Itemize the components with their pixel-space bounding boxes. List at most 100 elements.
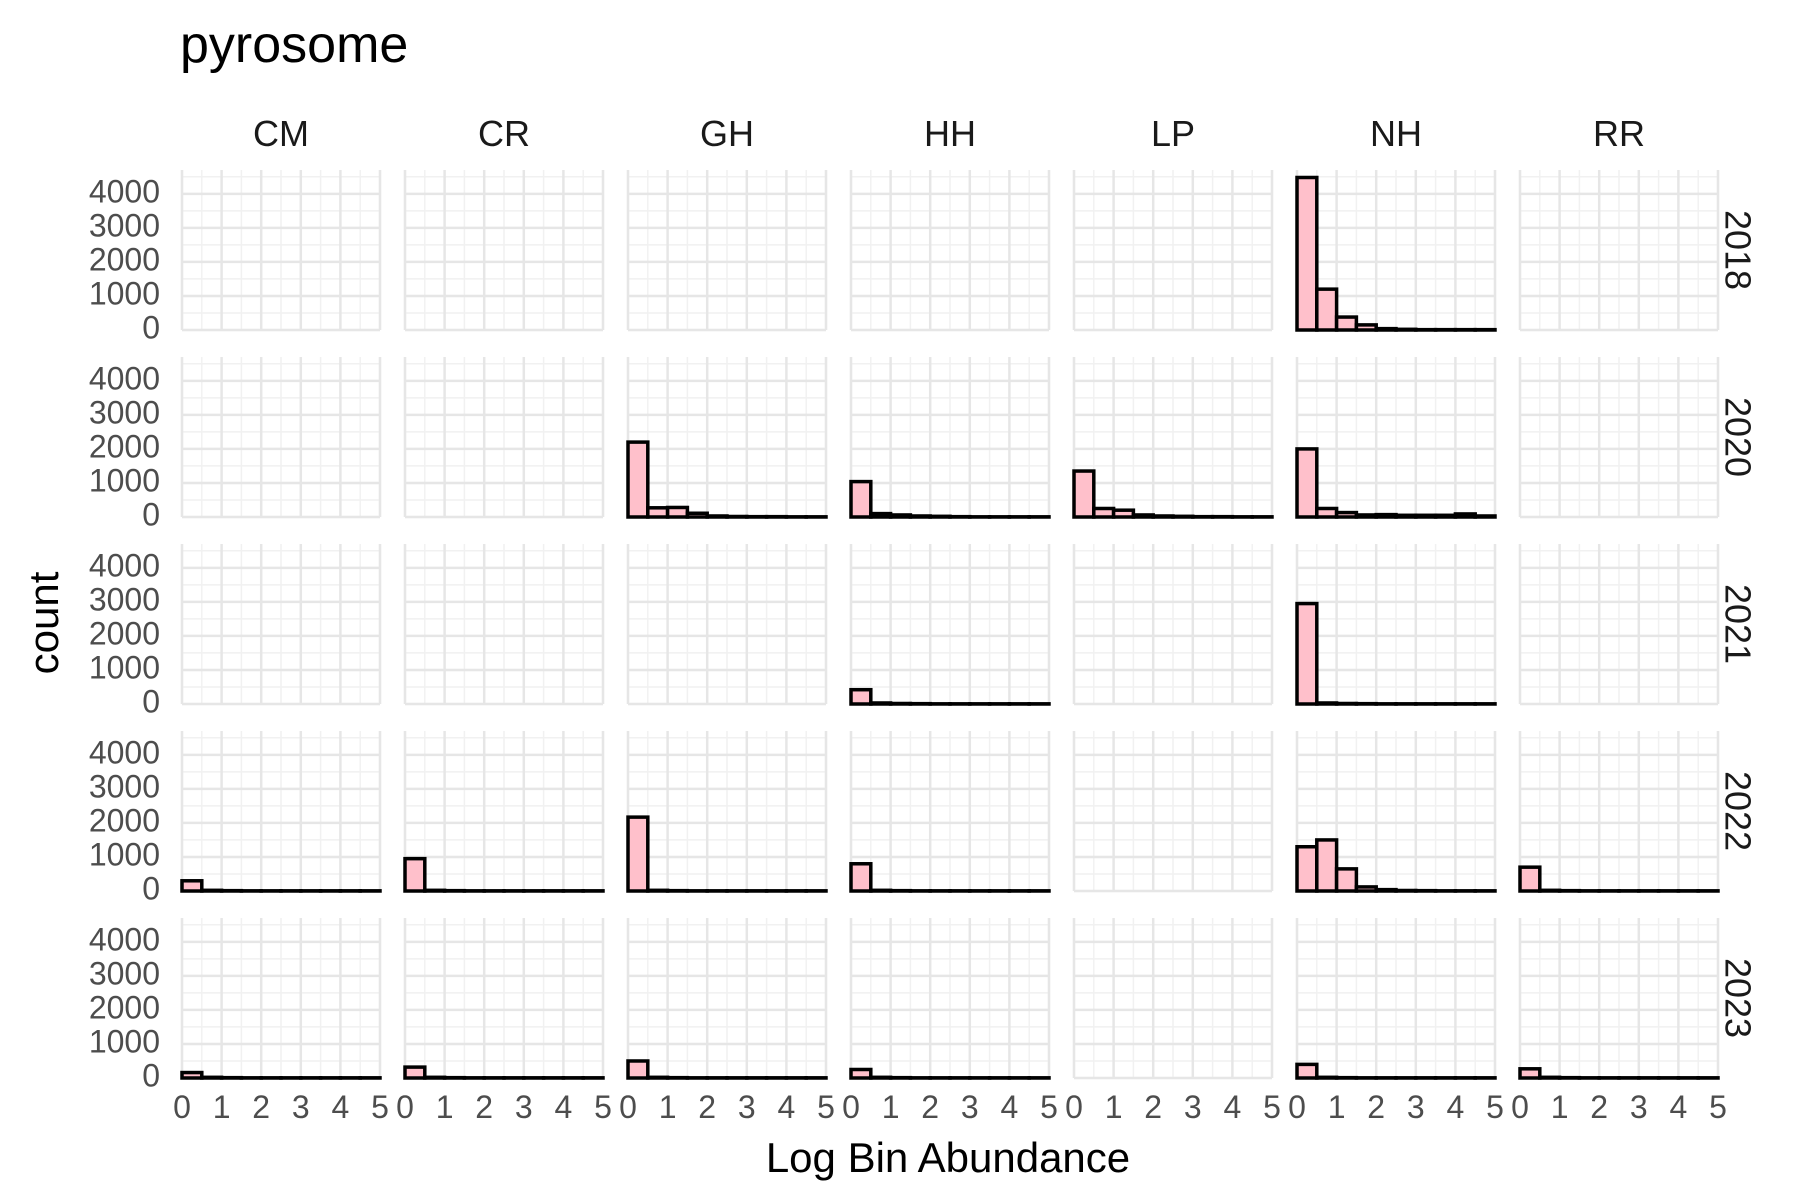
chart-title: pyrosome <box>180 16 408 74</box>
facet-panel-NH-2022 <box>1295 731 1497 893</box>
histogram-bar <box>626 1059 650 1080</box>
facet-panel-LP-2018 <box>1072 170 1274 332</box>
histogram-bar <box>1334 701 1359 706</box>
y-tick-label: 1000 <box>89 1023 160 1059</box>
x-axis-label: Log Bin Abundance <box>766 1134 1130 1181</box>
x-tick-label: 0 <box>173 1089 191 1125</box>
histogram-bar <box>646 506 670 519</box>
facet-row-label: 2022 <box>1717 771 1758 851</box>
facet-strips: CM CR GH HH LP NH RR 2018 2020 2021 2022 2023 <box>253 113 1758 1038</box>
histogram-bar <box>1131 513 1155 519</box>
facet-panel-RR-2018 <box>1518 170 1720 332</box>
histogram-bar <box>1151 514 1175 519</box>
y-tick-label: 4000 <box>89 547 160 583</box>
x-tick-label: 3 <box>1184 1089 1202 1125</box>
facet-panel-CM-2021 <box>180 544 382 706</box>
histogram-bar <box>725 514 749 519</box>
facet-panel-NH-2018 <box>1295 170 1497 332</box>
histogram-bar <box>869 701 893 706</box>
histogram-bar <box>1433 513 1458 519</box>
facet-panel-RR-2022 <box>1518 731 1720 893</box>
y-tick-label: 3000 <box>89 768 160 804</box>
facet-panel-CR-2021 <box>403 544 605 706</box>
y-axis-ticks: 0100020003000400001000200030004000010002… <box>89 173 160 1093</box>
x-tick-label: 5 <box>1263 1089 1281 1125</box>
x-tick-label: 5 <box>594 1089 612 1125</box>
x-tick-label: 3 <box>1630 1089 1648 1125</box>
facet-panel-NH-2023 <box>1295 918 1497 1080</box>
histogram-bar <box>869 511 893 519</box>
histogram-bar <box>1295 175 1319 332</box>
x-tick-label: 2 <box>921 1089 939 1125</box>
facet-column-label: GH <box>700 113 754 154</box>
x-tick-label: 4 <box>1670 1089 1688 1125</box>
x-tick-label: 0 <box>842 1089 860 1125</box>
facet-column-label: NH <box>1370 113 1422 154</box>
histogram-bar <box>200 1075 224 1080</box>
histogram-bar <box>403 1065 427 1080</box>
histogram-bar <box>1538 1075 1562 1080</box>
histogram-bar <box>1354 323 1378 332</box>
x-tick-label: 3 <box>738 1089 756 1125</box>
y-tick-label: 4000 <box>89 921 160 957</box>
histogram-bar <box>1072 469 1096 519</box>
facet-panel-CR-2018 <box>403 170 605 332</box>
histogram-bar <box>849 862 873 893</box>
histogram-bar <box>1374 887 1398 893</box>
histogram-bar <box>1394 888 1418 893</box>
x-tick-label: 1 <box>213 1089 231 1125</box>
y-tick-label: 3000 <box>89 394 160 430</box>
x-tick-label: 3 <box>961 1089 979 1125</box>
facet-panel-LP-2020 <box>1072 357 1274 519</box>
y-tick-label: 3000 <box>89 207 160 243</box>
y-tick-label: 0 <box>142 496 160 532</box>
histogram-bar <box>1171 514 1195 519</box>
facet-panel-CM-2023 <box>180 918 382 1080</box>
y-tick-label: 2000 <box>89 989 160 1025</box>
facet-row-label: 2018 <box>1717 210 1758 290</box>
x-tick-label: 4 <box>555 1089 573 1125</box>
y-tick-label: 0 <box>142 683 160 719</box>
facet-panel-NH-2020 <box>1295 357 1497 519</box>
histogram-bar <box>888 513 913 519</box>
histogram-bar <box>1538 888 1562 893</box>
histogram-bar <box>1315 287 1339 332</box>
facet-panel-LP-2021 <box>1072 544 1274 706</box>
x-tick-label: 5 <box>1040 1089 1058 1125</box>
histogram-bar <box>685 511 709 519</box>
y-tick-label: 1000 <box>89 649 160 685</box>
facet-column-label: HH <box>924 113 976 154</box>
x-tick-label: 1 <box>436 1089 454 1125</box>
facet-column-label: LP <box>1151 113 1195 154</box>
facet-panel-GH-2020 <box>626 357 828 519</box>
facet-panel-NH-2021 <box>1295 544 1497 706</box>
histogram-bar <box>1374 326 1398 332</box>
x-tick-label: 3 <box>515 1089 533 1125</box>
histogram-bar <box>1374 512 1398 519</box>
x-tick-label: 0 <box>1065 1089 1083 1125</box>
histogram-bar <box>1315 506 1339 519</box>
histogram-bar <box>626 815 650 893</box>
facet-panel-LP-2022 <box>1072 731 1274 893</box>
y-tick-label: 0 <box>142 1057 160 1093</box>
histogram-bar <box>1394 513 1418 519</box>
histogram-bar <box>180 1070 204 1080</box>
y-tick-label: 2000 <box>89 241 160 277</box>
histogram-bar <box>200 888 224 893</box>
histogram-bar <box>869 888 893 893</box>
x-tick-label: 3 <box>292 1089 310 1125</box>
x-tick-label: 0 <box>619 1089 637 1125</box>
histogram-bar <box>1295 447 1319 519</box>
facet-panel-HH-2020 <box>849 357 1051 519</box>
x-tick-label: 2 <box>252 1089 270 1125</box>
histogram-bar <box>1473 514 1497 519</box>
y-tick-label: 1000 <box>89 275 160 311</box>
histogram-bar <box>1111 508 1136 519</box>
x-tick-label: 0 <box>1288 1089 1306 1125</box>
histogram-bar <box>1518 1067 1542 1080</box>
histogram-bar <box>1453 512 1477 519</box>
facet-column-label: RR <box>1593 113 1645 154</box>
histogram-bar <box>1354 513 1378 519</box>
